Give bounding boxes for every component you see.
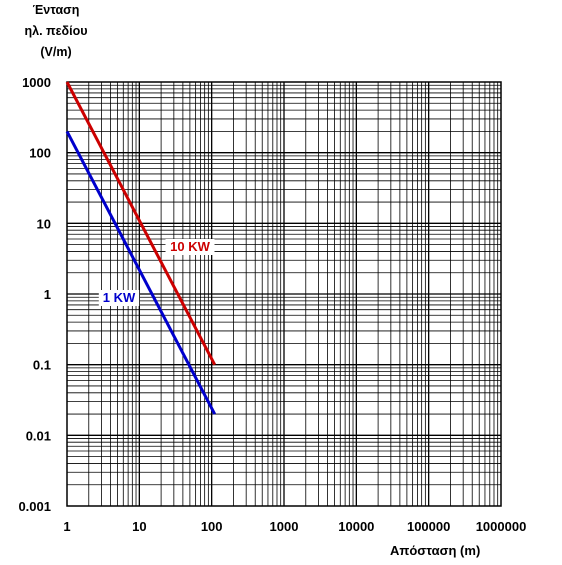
series-line-1kw bbox=[65, 130, 217, 415]
x-tick-label: 100 bbox=[201, 519, 223, 534]
y-tick-label: 100 bbox=[29, 146, 51, 161]
y-tick-label: 10 bbox=[37, 216, 51, 231]
y-tick-label: 0.1 bbox=[33, 358, 51, 373]
x-tick-label: 1 bbox=[63, 519, 70, 534]
x-tick-label: 10 bbox=[132, 519, 146, 534]
y-axis-title: Ένταση ηλ. πεδίου (V/m) bbox=[0, 0, 112, 63]
y-axis-title-line-1: Ένταση bbox=[32, 3, 80, 17]
y-axis-title-line-2: ηλ. πεδίου bbox=[24, 24, 88, 38]
x-tick-label: 1000000 bbox=[476, 519, 527, 534]
series-lines bbox=[65, 81, 217, 415]
series-label-10kw: 10 KW bbox=[170, 239, 210, 254]
x-tick-label: 1000 bbox=[270, 519, 299, 534]
series-label-1kw: 1 KW bbox=[103, 290, 136, 305]
y-tick-label: 1000 bbox=[22, 75, 51, 90]
series-labels: 10 KW 1 KW bbox=[98, 239, 215, 306]
x-tick-label: 100000 bbox=[407, 519, 450, 534]
series-line-10kw bbox=[65, 81, 217, 366]
y-tick-label: 0.001 bbox=[18, 499, 51, 514]
y-tick-label: 1 bbox=[44, 287, 51, 302]
series-label-background bbox=[165, 239, 215, 255]
series-label-background bbox=[98, 290, 140, 306]
x-axis-title: Απόσταση (m) bbox=[390, 543, 481, 558]
y-tick-label: 0.01 bbox=[26, 428, 51, 443]
x-tick-label: 10000 bbox=[338, 519, 374, 534]
y-axis-title-line-3: (V/m) bbox=[40, 45, 72, 59]
plot-frame bbox=[66, 81, 502, 507]
tick-labels: 1 10 100 1000 10000 100000 1000000 1000 100 10 1 0.… bbox=[18, 75, 526, 534]
